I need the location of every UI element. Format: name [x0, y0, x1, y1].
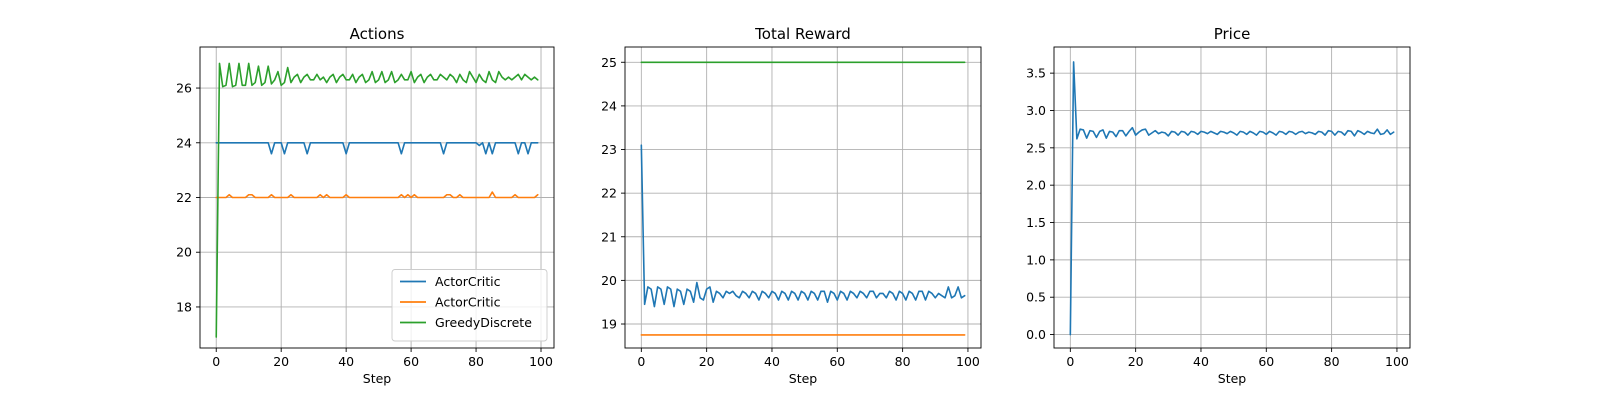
x-axis-label: Step — [1218, 371, 1247, 386]
subplot-1: 0 20 40 60 80 100 19 20 21 22 23 24 25 Total Reward St… — [601, 25, 982, 386]
series-line-1 — [215, 191, 539, 199]
series-line-2 — [215, 62, 539, 338]
y-tick-label: 1.0 — [1026, 252, 1046, 267]
y-tick-label: 19 — [601, 317, 617, 332]
x-axis-label: Step — [363, 371, 392, 386]
y-tick-label: 0.5 — [1026, 290, 1046, 305]
y-tick-label: 24 — [176, 135, 192, 150]
legend-entry: GreedyDiscrete — [435, 315, 532, 330]
y-tick-label: 25 — [601, 55, 617, 70]
x-tick-label: 60 — [829, 354, 845, 369]
chart-title: Total Reward — [754, 25, 851, 43]
y-tick-label: 3.5 — [1026, 66, 1046, 81]
x-tick-label: 60 — [1258, 354, 1274, 369]
y-tick-label: 26 — [176, 81, 192, 96]
plot-frame — [624, 46, 982, 349]
series-line-0 — [1069, 61, 1395, 336]
y-tick-label: 24 — [601, 98, 617, 113]
series-line-0 — [640, 144, 966, 308]
x-tick-label: 20 — [1128, 354, 1144, 369]
chart-title: Price — [1214, 25, 1251, 43]
x-tick-label: 20 — [273, 354, 289, 369]
x-tick-label: 80 — [895, 354, 911, 369]
y-tick-label: 2.5 — [1026, 140, 1046, 155]
x-axis-label: Step — [789, 371, 818, 386]
x-tick-label: 20 — [699, 354, 715, 369]
x-tick-label: 40 — [764, 354, 780, 369]
x-tick-label: 0 — [637, 354, 645, 369]
series-line-0 — [215, 141, 539, 155]
x-tick-label: 100 — [529, 354, 553, 369]
x-tick-label: 0 — [1066, 354, 1074, 369]
x-tick-label: 0 — [212, 354, 220, 369]
y-tick-label: 2.0 — [1026, 178, 1046, 193]
x-tick-label: 100 — [1385, 354, 1409, 369]
x-tick-label: 40 — [1193, 354, 1209, 369]
x-tick-label: 60 — [403, 354, 419, 369]
chart-title: Actions — [350, 25, 405, 43]
y-tick-label: 3.0 — [1026, 103, 1046, 118]
x-tick-label: 80 — [468, 354, 484, 369]
x-tick-label: 40 — [338, 354, 354, 369]
legend: ActorCritic ActorCritic GreedyDiscrete — [391, 269, 548, 342]
y-tick-label: 20 — [176, 245, 192, 260]
legend-entry: ActorCritic — [435, 295, 501, 310]
y-tick-label: 18 — [176, 299, 192, 314]
x-tick-label: 80 — [1324, 354, 1340, 369]
y-tick-label: 20 — [601, 273, 617, 288]
y-tick-label: 21 — [601, 229, 617, 244]
subplot-2: 0 20 40 60 80 100 0.0 0.5 1.0 1.5 2.0 2.5 3.0 3.5 Pric… — [1026, 25, 1411, 386]
y-tick-label: 22 — [176, 190, 192, 205]
plot-frame — [1053, 46, 1411, 349]
y-tick-label: 0.0 — [1026, 327, 1046, 342]
y-tick-label: 23 — [601, 142, 617, 157]
x-tick-label: 100 — [956, 354, 980, 369]
legend-box — [391, 269, 548, 342]
subplot-0: 0 20 40 60 80 100 18 20 22 24 26 Actions Step ActorCr… — [176, 25, 555, 386]
y-tick-label: 1.5 — [1026, 215, 1046, 230]
y-tick-label: 22 — [601, 186, 617, 201]
legend-entry: ActorCritic — [435, 274, 501, 289]
